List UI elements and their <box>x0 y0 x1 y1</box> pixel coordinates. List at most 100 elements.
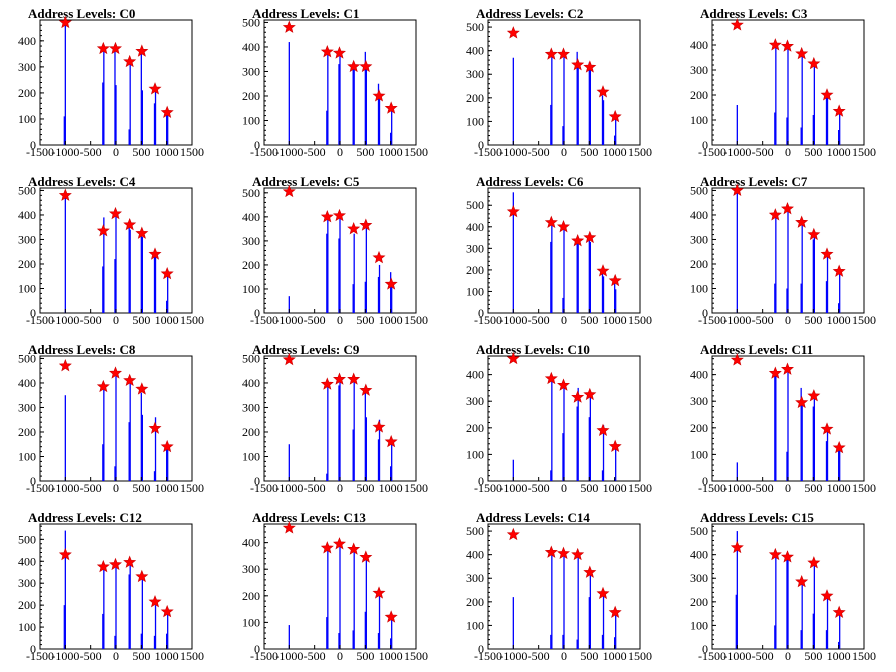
y-tick-label: 400 <box>690 548 708 562</box>
peak-star-marker <box>384 101 398 114</box>
x-tick-label: 1000 <box>379 649 403 663</box>
peak-star-marker <box>148 421 162 434</box>
y-tick-label: 100 <box>690 618 708 632</box>
peak-star-marker <box>372 250 386 264</box>
peak-star-marker <box>506 204 520 218</box>
x-tick-label: 0 <box>785 481 791 495</box>
y-tick-label: 500 <box>466 524 484 538</box>
x-tick-label: -500 <box>752 481 774 495</box>
x-tick-label: 1500 <box>628 145 652 159</box>
x-tick-label: 0 <box>337 649 343 663</box>
chart-svg: Address Levels: C11 0 100 200 300 400 -1500-10… <box>690 342 876 495</box>
peak-star-marker <box>608 439 622 452</box>
chart-panel: Address Levels: C8 0 100 200 300 400 500 -1500-… <box>0 336 224 504</box>
y-tick-label: 300 <box>242 64 260 78</box>
peak-star-marker <box>506 527 520 541</box>
peak-star-marker <box>372 89 386 102</box>
x-tick-label: -500 <box>528 649 550 663</box>
peak-star-marker <box>123 555 137 568</box>
y-tick-label: 200 <box>466 421 484 435</box>
y-tick-label: 500 <box>466 20 484 34</box>
y-tick-label: 100 <box>690 113 708 127</box>
peak-star-marker <box>596 264 610 277</box>
peak-star-marker <box>820 589 834 602</box>
peak-star-marker <box>768 208 782 221</box>
chart-svg: Address Levels: C15 0 100 200 300 400 500 -1500… <box>690 510 876 663</box>
chart-panel: Address Levels: C0 0 100 200 300 400 -1500 -100… <box>0 0 224 168</box>
x-tick-label: 0 <box>113 145 119 159</box>
peak-star-marker <box>148 82 162 95</box>
peak-star-marker <box>160 105 174 118</box>
chart-title: Address Levels: C11 <box>700 342 813 357</box>
peak-star-marker <box>571 390 585 403</box>
y-tick-label: 200 <box>466 263 484 277</box>
x-tick-label: -1500 <box>26 313 54 327</box>
peak-star-marker <box>544 371 558 385</box>
y-tick-label: 0 <box>702 474 708 488</box>
y-tick-label: 300 <box>466 571 484 585</box>
chart-svg: Address Levels: C60100200300400500-1500-… <box>466 174 652 327</box>
chart-panel: Address Levels: C11 0 100 200 300 400 -1500 -10… <box>672 336 896 504</box>
x-tick-label: 0 <box>337 145 343 159</box>
chart-panel: Address Levels: C4 0 100 200 300 400 500 -1500-… <box>0 168 224 336</box>
y-tick-label: 300 <box>242 562 260 576</box>
y-tick-label: 300 <box>466 394 484 408</box>
x-tick-label: -500 <box>304 313 326 327</box>
peak-star-marker <box>807 56 821 70</box>
peak-star-marker <box>608 605 622 618</box>
peak-star-marker <box>596 423 610 436</box>
y-tick-label: 400 <box>18 554 36 568</box>
y-tick-label: 200 <box>18 425 36 439</box>
y-tick-label: 200 <box>18 257 36 271</box>
peak-star-marker <box>96 224 110 237</box>
x-tick-label: 0 <box>337 481 343 495</box>
chart-title: Address Levels: C8 <box>28 342 136 357</box>
x-tick-label: -500 <box>80 145 102 159</box>
y-tick-label: 100 <box>242 113 260 127</box>
x-tick-label: 1000 <box>155 481 179 495</box>
chart-svg: Address Levels: C40100200300400500-1500-… <box>18 174 204 327</box>
y-tick-label: 100 <box>466 114 484 128</box>
chart-svg: Address Levels: C12 0 100 200 300 400 500 -1500… <box>18 510 204 663</box>
y-tick-label: 0 <box>254 642 260 656</box>
x-tick-label: 1000 <box>603 145 627 159</box>
x-tick-label: 1500 <box>180 649 204 663</box>
peak-star-marker <box>832 264 846 277</box>
x-tick-label: 0 <box>561 313 567 327</box>
x-tick-label: 500 <box>804 649 822 663</box>
peak-star-marker <box>832 104 846 117</box>
peak-star-marker <box>384 610 398 623</box>
x-tick-label: 500 <box>580 481 598 495</box>
y-tick-label: 400 <box>466 548 484 562</box>
peak-star-marker <box>795 46 809 60</box>
y-tick-label: 300 <box>18 232 36 246</box>
peak-star-marker <box>832 605 846 618</box>
peak-star-marker <box>282 352 296 366</box>
x-tick-label: 0 <box>561 649 567 663</box>
y-tick-label: 400 <box>18 34 36 48</box>
x-tick-label: -1500 <box>26 649 54 663</box>
x-tick-label: -500 <box>752 649 774 663</box>
peak-star-marker <box>148 595 162 608</box>
x-tick-label: 1500 <box>852 145 876 159</box>
x-tick-label: 0 <box>785 313 791 327</box>
x-tick-label: -1000 <box>499 481 527 495</box>
y-tick-label: 500 <box>690 524 708 538</box>
x-tick-label: -1000 <box>723 481 751 495</box>
x-tick-label: -1000 <box>51 481 79 495</box>
x-tick-label: 500 <box>356 649 374 663</box>
y-tick-label: 200 <box>690 88 708 102</box>
peak-star-marker <box>135 569 149 583</box>
chart-svg: Address Levels: C10 0 100 200 300 400 -1500-10… <box>466 342 652 495</box>
y-tick-label: 500 <box>242 186 260 200</box>
chart-panel: Address Levels: C1 0 100 200 300 400 500 -1500-… <box>224 0 448 168</box>
peak-star-marker <box>781 550 794 563</box>
y-tick-label: 300 <box>18 60 36 74</box>
chart-svg: Address Levels: C20100200300400500-1500-… <box>466 6 652 159</box>
x-tick-label: 1500 <box>628 313 652 327</box>
x-tick-label: -500 <box>80 649 102 663</box>
y-tick-label: 0 <box>478 138 484 152</box>
chart-title: Address Levels: C9 <box>252 342 360 357</box>
peak-star-marker <box>320 210 334 223</box>
y-tick-label: 300 <box>242 234 260 248</box>
